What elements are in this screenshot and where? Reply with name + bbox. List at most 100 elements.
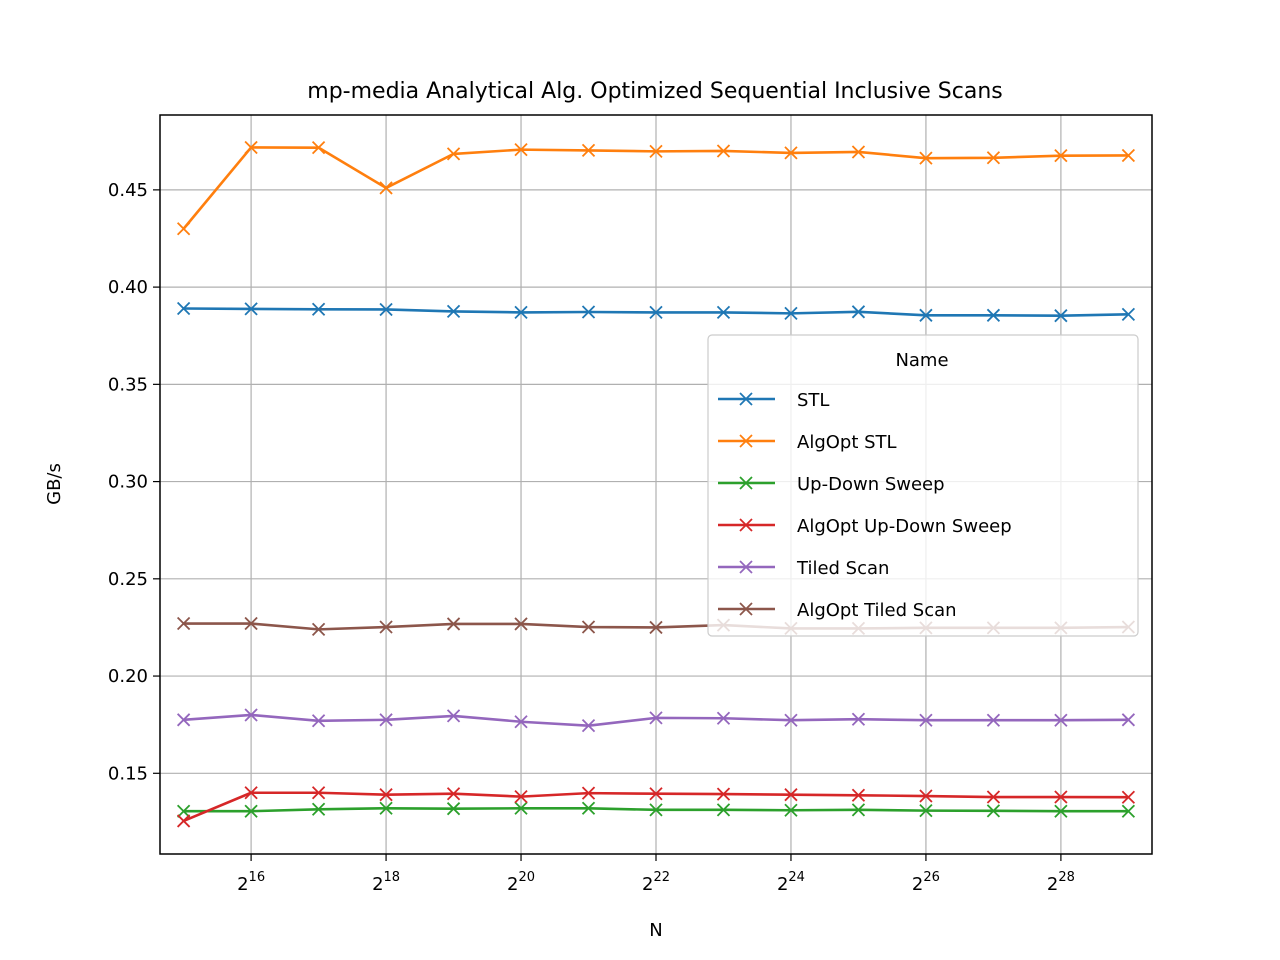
y-tick-label: 0.25 — [108, 569, 148, 590]
data-point — [176, 814, 191, 828]
data-point — [649, 803, 663, 817]
legend-item: AlgOpt Up-Down Sweep — [718, 516, 1012, 537]
data-point — [986, 804, 1001, 818]
axis-ticks: 216 218 220 222 224 226 228 0.15 0.20 0.25 0.30 0.3… — [108, 180, 1075, 895]
data-point — [986, 151, 1001, 165]
legend-marker — [739, 560, 753, 574]
data-point — [176, 222, 191, 236]
data-point — [311, 714, 326, 728]
data-point — [176, 713, 191, 727]
data-point — [784, 146, 798, 160]
data-point — [649, 144, 663, 159]
x-tick-label: 222 — [642, 870, 670, 895]
data-point — [176, 616, 191, 631]
x-tick-label: 220 — [507, 870, 535, 895]
x-axis-label: N — [649, 920, 662, 941]
data-point — [851, 305, 866, 319]
data-point — [649, 305, 663, 320]
legend-label: AlgOpt Tiled Scan — [797, 600, 957, 621]
x-tick-label: 228 — [1047, 870, 1075, 895]
data-point — [919, 713, 933, 727]
data-point — [446, 802, 461, 816]
data-point — [176, 804, 191, 818]
data-point — [986, 713, 1001, 727]
data-point — [379, 788, 393, 802]
data-point — [919, 789, 933, 803]
series-algopt-stl — [176, 140, 1136, 236]
data-point — [716, 305, 731, 320]
data-point — [514, 715, 528, 729]
legend: Name STL AlgOpt STL Up-Down Sweep AlgOpt Up-… — [707, 334, 1139, 637]
data-point — [851, 788, 866, 802]
data-point — [581, 620, 596, 634]
data-point — [1054, 309, 1068, 323]
legend-item: STL — [718, 390, 829, 411]
data-point — [244, 804, 258, 818]
data-point — [649, 787, 663, 801]
data-point — [514, 617, 528, 631]
data-point — [514, 305, 528, 320]
legend-label: STL — [797, 390, 829, 411]
data-point — [581, 305, 596, 319]
data-point — [514, 142, 528, 157]
legend-label: Up-Down Sweep — [797, 474, 945, 495]
x-tick-label: 226 — [912, 870, 940, 895]
legend-item: Tiled Scan — [718, 558, 889, 579]
y-tick-label: 0.15 — [108, 763, 148, 784]
data-point — [244, 786, 258, 800]
data-point — [1121, 148, 1136, 163]
data-point — [784, 803, 798, 817]
legend-marker — [739, 518, 753, 532]
data-point — [176, 301, 191, 316]
data-point — [514, 789, 528, 804]
data-point — [379, 302, 393, 317]
data-point — [851, 712, 866, 726]
data-point — [379, 620, 393, 634]
data-point — [581, 719, 596, 733]
data-point — [581, 786, 596, 800]
data-point — [514, 801, 528, 815]
y-tick-label: 0.45 — [108, 180, 148, 201]
data-point — [1054, 804, 1068, 818]
data-point — [244, 708, 258, 722]
legend-box — [707, 334, 1139, 637]
data-point — [919, 308, 933, 322]
y-tick-label: 0.30 — [108, 472, 148, 493]
data-point — [1121, 307, 1136, 321]
data-point — [379, 801, 393, 815]
data-point — [581, 143, 596, 158]
legend-item: AlgOpt STL — [718, 432, 897, 453]
data-point — [1054, 149, 1068, 163]
legend-item: AlgOpt Tiled Scan — [718, 600, 957, 621]
y-axis-label: GB/s — [44, 463, 65, 505]
data-point — [1054, 713, 1068, 727]
data-point — [446, 147, 461, 161]
data-point — [1054, 790, 1068, 804]
y-tick-label: 0.20 — [108, 666, 148, 687]
data-point — [446, 617, 461, 631]
legend-marker — [739, 392, 753, 406]
data-point — [1121, 713, 1136, 727]
data-point — [919, 803, 933, 818]
data-point — [986, 308, 1001, 322]
data-point — [244, 616, 258, 631]
data-point — [919, 151, 933, 165]
legend-title: Name — [895, 350, 948, 371]
legend-label: AlgOpt Up-Down Sweep — [797, 516, 1012, 537]
data-point — [1121, 804, 1136, 818]
data-point — [716, 144, 731, 158]
series-up-down-sweep — [176, 801, 1136, 818]
data-point — [446, 787, 461, 801]
data-point — [244, 140, 258, 155]
data-point — [379, 181, 393, 195]
data-point — [716, 787, 731, 801]
data-point — [649, 620, 663, 635]
data-point — [784, 713, 798, 727]
data-point — [311, 786, 326, 800]
legend-marker — [739, 602, 753, 616]
data-point — [311, 302, 326, 316]
legend-item: Up-Down Sweep — [718, 474, 945, 495]
data-point — [851, 145, 866, 159]
series-algopt-up-down-sweep — [176, 786, 1136, 828]
